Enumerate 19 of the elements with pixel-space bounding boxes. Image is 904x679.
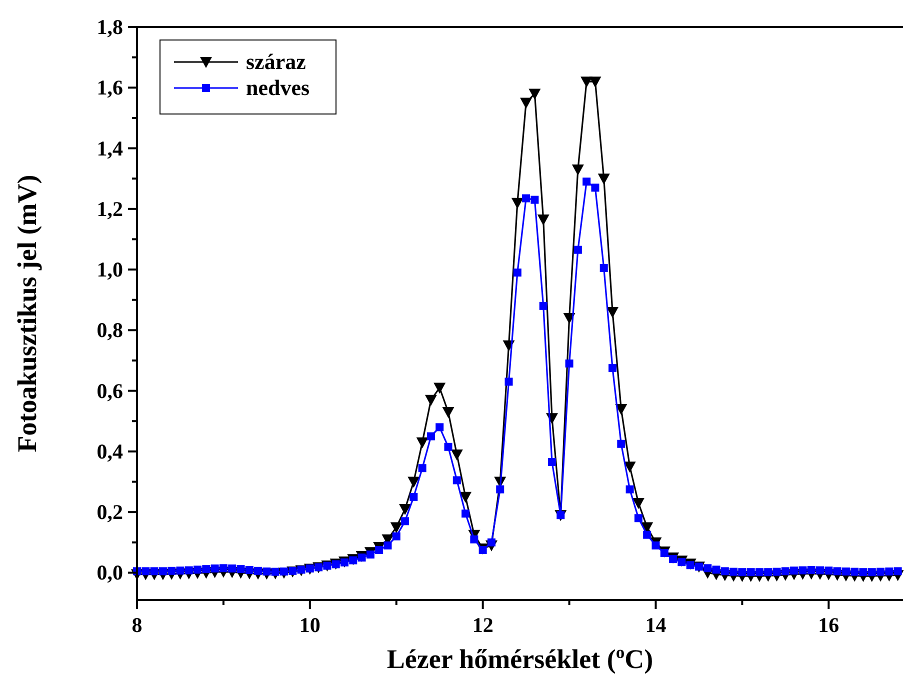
y-tick-label: 0,8 [96,318,123,342]
y-axis-title: Fotoakusztikus jel (mV) [12,174,42,452]
x-tick-label: 12 [472,613,494,637]
x-tick-label: 16 [818,613,840,637]
legend-label: nedves [246,75,310,100]
y-tick-label: 0,4 [96,439,124,464]
x-axis-title: Lézer hőmérséklet ($^{o}$C) [386,642,654,674]
x-tick-label: 14 [645,613,667,637]
y-tick-label: 1,2 [96,196,123,221]
x-tick-label: 8 [132,613,142,637]
legend-label: száraz [246,49,306,74]
y-tick-label: 1,0 [96,258,123,282]
y-tick-label: 0,2 [96,500,123,524]
y-tick-label: 1,4 [96,136,124,160]
y-tick-label: 1,6 [96,76,123,100]
y-tick-label: 0,6 [96,378,123,403]
y-tick-label: 0,0 [96,560,123,585]
y-tick-label: 1,8 [96,15,123,39]
x-tick-label: 10 [299,613,320,637]
